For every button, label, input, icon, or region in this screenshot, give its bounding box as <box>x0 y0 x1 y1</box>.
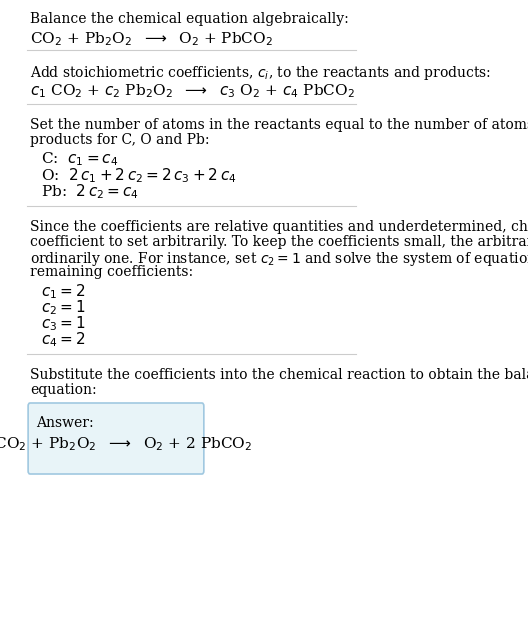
Text: $c_4 = 2$: $c_4 = 2$ <box>42 330 86 349</box>
Text: equation:: equation: <box>30 383 97 397</box>
Text: products for C, O and Pb:: products for C, O and Pb: <box>30 133 210 147</box>
Text: $c_1 = 2$: $c_1 = 2$ <box>42 282 86 301</box>
Text: Add stoichiometric coefficients, $c_i$, to the reactants and products:: Add stoichiometric coefficients, $c_i$, … <box>30 64 491 82</box>
Text: Substitute the coefficients into the chemical reaction to obtain the balanced: Substitute the coefficients into the che… <box>30 368 528 382</box>
Text: Set the number of atoms in the reactants equal to the number of atoms in the: Set the number of atoms in the reactants… <box>30 118 528 132</box>
Text: coefficient to set arbitrarily. To keep the coefficients small, the arbitrary va: coefficient to set arbitrarily. To keep … <box>30 235 528 249</box>
Text: Answer:: Answer: <box>36 416 94 430</box>
FancyBboxPatch shape <box>28 403 204 474</box>
Text: CO$_2$ + Pb$_2$O$_2$  $\longrightarrow$  O$_2$ + PbCO$_2$: CO$_2$ + Pb$_2$O$_2$ $\longrightarrow$ O… <box>30 30 273 47</box>
Text: C:  $c_1 = c_4$: C: $c_1 = c_4$ <box>42 150 119 167</box>
Text: Balance the chemical equation algebraically:: Balance the chemical equation algebraica… <box>30 12 349 26</box>
Text: remaining coefficients:: remaining coefficients: <box>30 265 193 279</box>
Text: Since the coefficients are relative quantities and underdetermined, choose a: Since the coefficients are relative quan… <box>30 220 528 234</box>
Text: 2 CO$_2$ + Pb$_2$O$_2$  $\longrightarrow$  O$_2$ + 2 PbCO$_2$: 2 CO$_2$ + Pb$_2$O$_2$ $\longrightarrow$… <box>0 435 252 453</box>
Text: O:  $2\,c_1 + 2\,c_2 = 2\,c_3 + 2\,c_4$: O: $2\,c_1 + 2\,c_2 = 2\,c_3 + 2\,c_4$ <box>42 166 237 185</box>
Text: $c_2 = 1$: $c_2 = 1$ <box>42 298 86 317</box>
Text: $c_3 = 1$: $c_3 = 1$ <box>42 314 86 332</box>
Text: $c_1$ CO$_2$ + $c_2$ Pb$_2$O$_2$  $\longrightarrow$  $c_3$ O$_2$ + $c_4$ PbCO$_2: $c_1$ CO$_2$ + $c_2$ Pb$_2$O$_2$ $\longr… <box>30 82 355 100</box>
Text: ordinarily one. For instance, set $c_2 = 1$ and solve the system of equations fo: ordinarily one. For instance, set $c_2 =… <box>30 250 528 268</box>
Text: Pb:  $2\,c_2 = c_4$: Pb: $2\,c_2 = c_4$ <box>42 182 139 201</box>
